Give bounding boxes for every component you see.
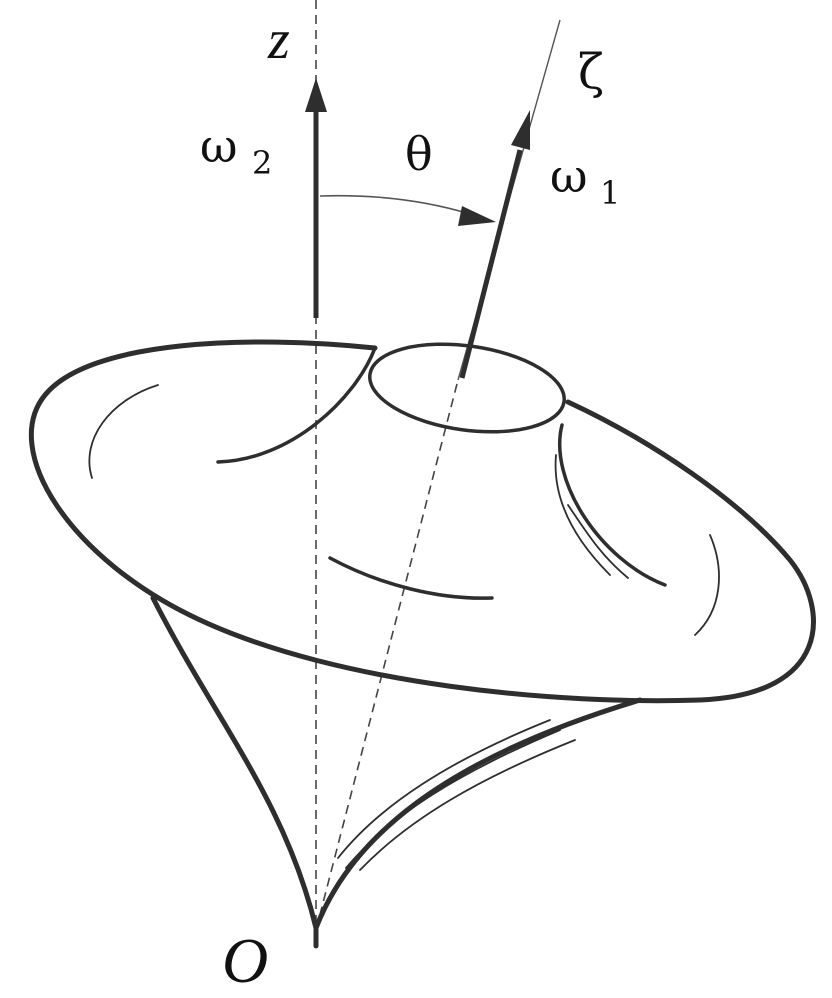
shading-disc-center — [328, 556, 494, 600]
shading-disc-right-1 — [554, 454, 611, 576]
top-lower-body-left — [150, 595, 319, 931]
shading-disc-left — [88, 384, 159, 479]
theta-angle-arc — [319, 194, 471, 215]
shading-lower-1 — [337, 719, 551, 859]
origin-label: O — [222, 925, 268, 996]
omega2-label: ω — [200, 119, 238, 173]
omega1-vector-shaft — [459, 149, 523, 379]
zeta-axis-label: ζ — [578, 44, 604, 100]
omega2-subscript: 2 — [252, 144, 272, 182]
z-axis-label: z — [267, 9, 290, 71]
shading-disc-right-2 — [567, 504, 629, 579]
omega1-arrowhead — [511, 110, 530, 150]
zeta-axis-hidden-line — [315, 379, 459, 931]
omega1-subscript: 1 — [600, 174, 620, 212]
theta-arc-arrowhead — [458, 206, 496, 226]
shading-disc-far-right — [694, 534, 720, 636]
omega2-arrowhead — [305, 78, 327, 112]
top-cap-ellipse — [368, 342, 566, 434]
theta-label: θ — [405, 127, 433, 181]
top-lower-body-right — [313, 697, 643, 931]
top-neck-right — [558, 423, 667, 587]
top-neck-left — [216, 346, 377, 464]
top-disc-outline — [28, 339, 816, 704]
shading-lower-3 — [359, 739, 576, 871]
omega1-label: ω — [550, 149, 588, 203]
shading-lower-2 — [345, 729, 561, 869]
